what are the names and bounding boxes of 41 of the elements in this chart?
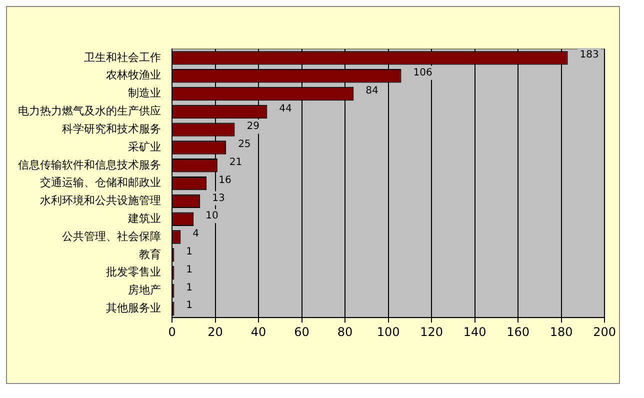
x-tick-label: 0 <box>168 324 176 339</box>
y-tick-label: 制造业 <box>128 86 161 100</box>
x-tick-label: 80 <box>337 324 353 339</box>
data-label: 29 <box>246 121 260 132</box>
data-label: 84 <box>366 85 378 96</box>
x-tick-label: 120 <box>420 324 443 339</box>
x-tick-label: 160 <box>506 324 530 339</box>
data-label: 106 <box>413 67 432 78</box>
y-tick-label: 房地产 <box>128 284 161 297</box>
y-tick-label: 电力热力燃气及水的生产供应 <box>18 104 161 118</box>
x-tick-label: 180 <box>550 324 573 339</box>
y-tick-label: 教育 <box>139 248 161 261</box>
data-label: 1 <box>186 264 193 276</box>
x-tick-label: 200 <box>593 324 616 339</box>
x-tick-label: 100 <box>376 324 400 339</box>
data-label: 1 <box>186 246 193 258</box>
y-tick-label: 信息传输软件和信息技术服务 <box>18 158 161 172</box>
data-label: 1 <box>186 282 193 294</box>
data-label: 25 <box>238 139 251 150</box>
y-tick-label: 建筑业 <box>127 212 161 225</box>
y-tick-label: 采矿业 <box>128 140 161 154</box>
y-tick-label: 卫生和社会工作 <box>84 50 161 64</box>
data-label: 13 <box>212 192 225 204</box>
y-tick-label: 科学研究和技术服务 <box>62 122 161 136</box>
data-label: 44 <box>279 103 292 114</box>
x-tick-label: 60 <box>294 324 310 339</box>
data-label: 4 <box>192 228 200 240</box>
data-label: 16 <box>218 174 232 186</box>
y-tick-label: 批发零售业 <box>106 266 161 279</box>
data-label: 183 <box>580 50 599 61</box>
data-label: 21 <box>229 156 242 168</box>
y-tick-label: 交通运输、仓储和邮政业 <box>40 176 161 190</box>
y-tick-label: 水利环境和公共设施管理 <box>40 194 161 208</box>
y-tick-label: 其他服务业 <box>106 302 161 315</box>
y-tick-label: 农林牧渔业 <box>106 68 161 82</box>
x-tick-label: 20 <box>208 324 223 339</box>
data-label: 1 <box>186 300 193 312</box>
x-tick-label: 140 <box>463 324 486 339</box>
data-label: 10 <box>206 210 218 222</box>
y-tick-label: 公共管理、社会保障 <box>62 230 161 243</box>
x-tick-label: 40 <box>250 324 266 339</box>
